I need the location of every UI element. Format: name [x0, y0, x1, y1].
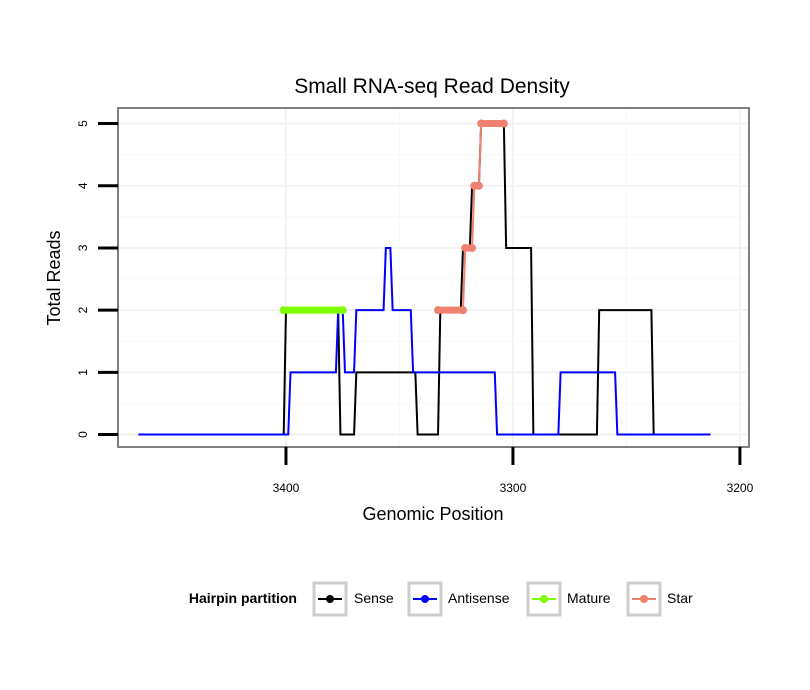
chart-title: Small RNA-seq Read Density	[294, 75, 570, 98]
legend-title: Hairpin partition	[189, 590, 297, 606]
legend-dot-mature	[540, 595, 548, 603]
y-tick-label: 5	[76, 120, 90, 127]
y-tick-label: 1	[76, 369, 90, 376]
y-axis: 0 1 2 3 4 5	[76, 120, 118, 438]
legend-label-sense: Sense	[354, 590, 394, 606]
grid-lines	[118, 108, 749, 447]
plot-panel	[118, 108, 749, 447]
legend-label-star: Star	[667, 590, 693, 606]
antisense-line	[138, 246, 711, 436]
legend-label-antisense: Antisense	[448, 590, 510, 606]
plot-frame	[117, 107, 750, 448]
legend: Hairpin partition Sense Antisense Mature St…	[189, 581, 693, 617]
y-tick-label: 0	[76, 431, 90, 438]
y-tick-label: 4	[76, 182, 90, 189]
series-layer	[138, 119, 711, 436]
legend-label-mature: Mature	[567, 590, 611, 606]
y-axis-label: Total Reads	[44, 230, 64, 325]
x-tick-label: 3300	[500, 481, 527, 495]
x-axis: 3400 3300 3200	[273, 447, 754, 495]
x-axis-label: Genomic Position	[362, 504, 503, 524]
y-tick-label: 3	[76, 244, 90, 251]
x-tick-label: 3200	[727, 481, 754, 495]
legend-dot-star	[640, 595, 648, 603]
star-line	[438, 122, 504, 312]
x-tick-label: 3400	[273, 481, 300, 495]
y-tick-label: 2	[76, 306, 90, 313]
legend-dot-sense	[326, 595, 334, 603]
legend-dot-antisense	[421, 595, 429, 603]
